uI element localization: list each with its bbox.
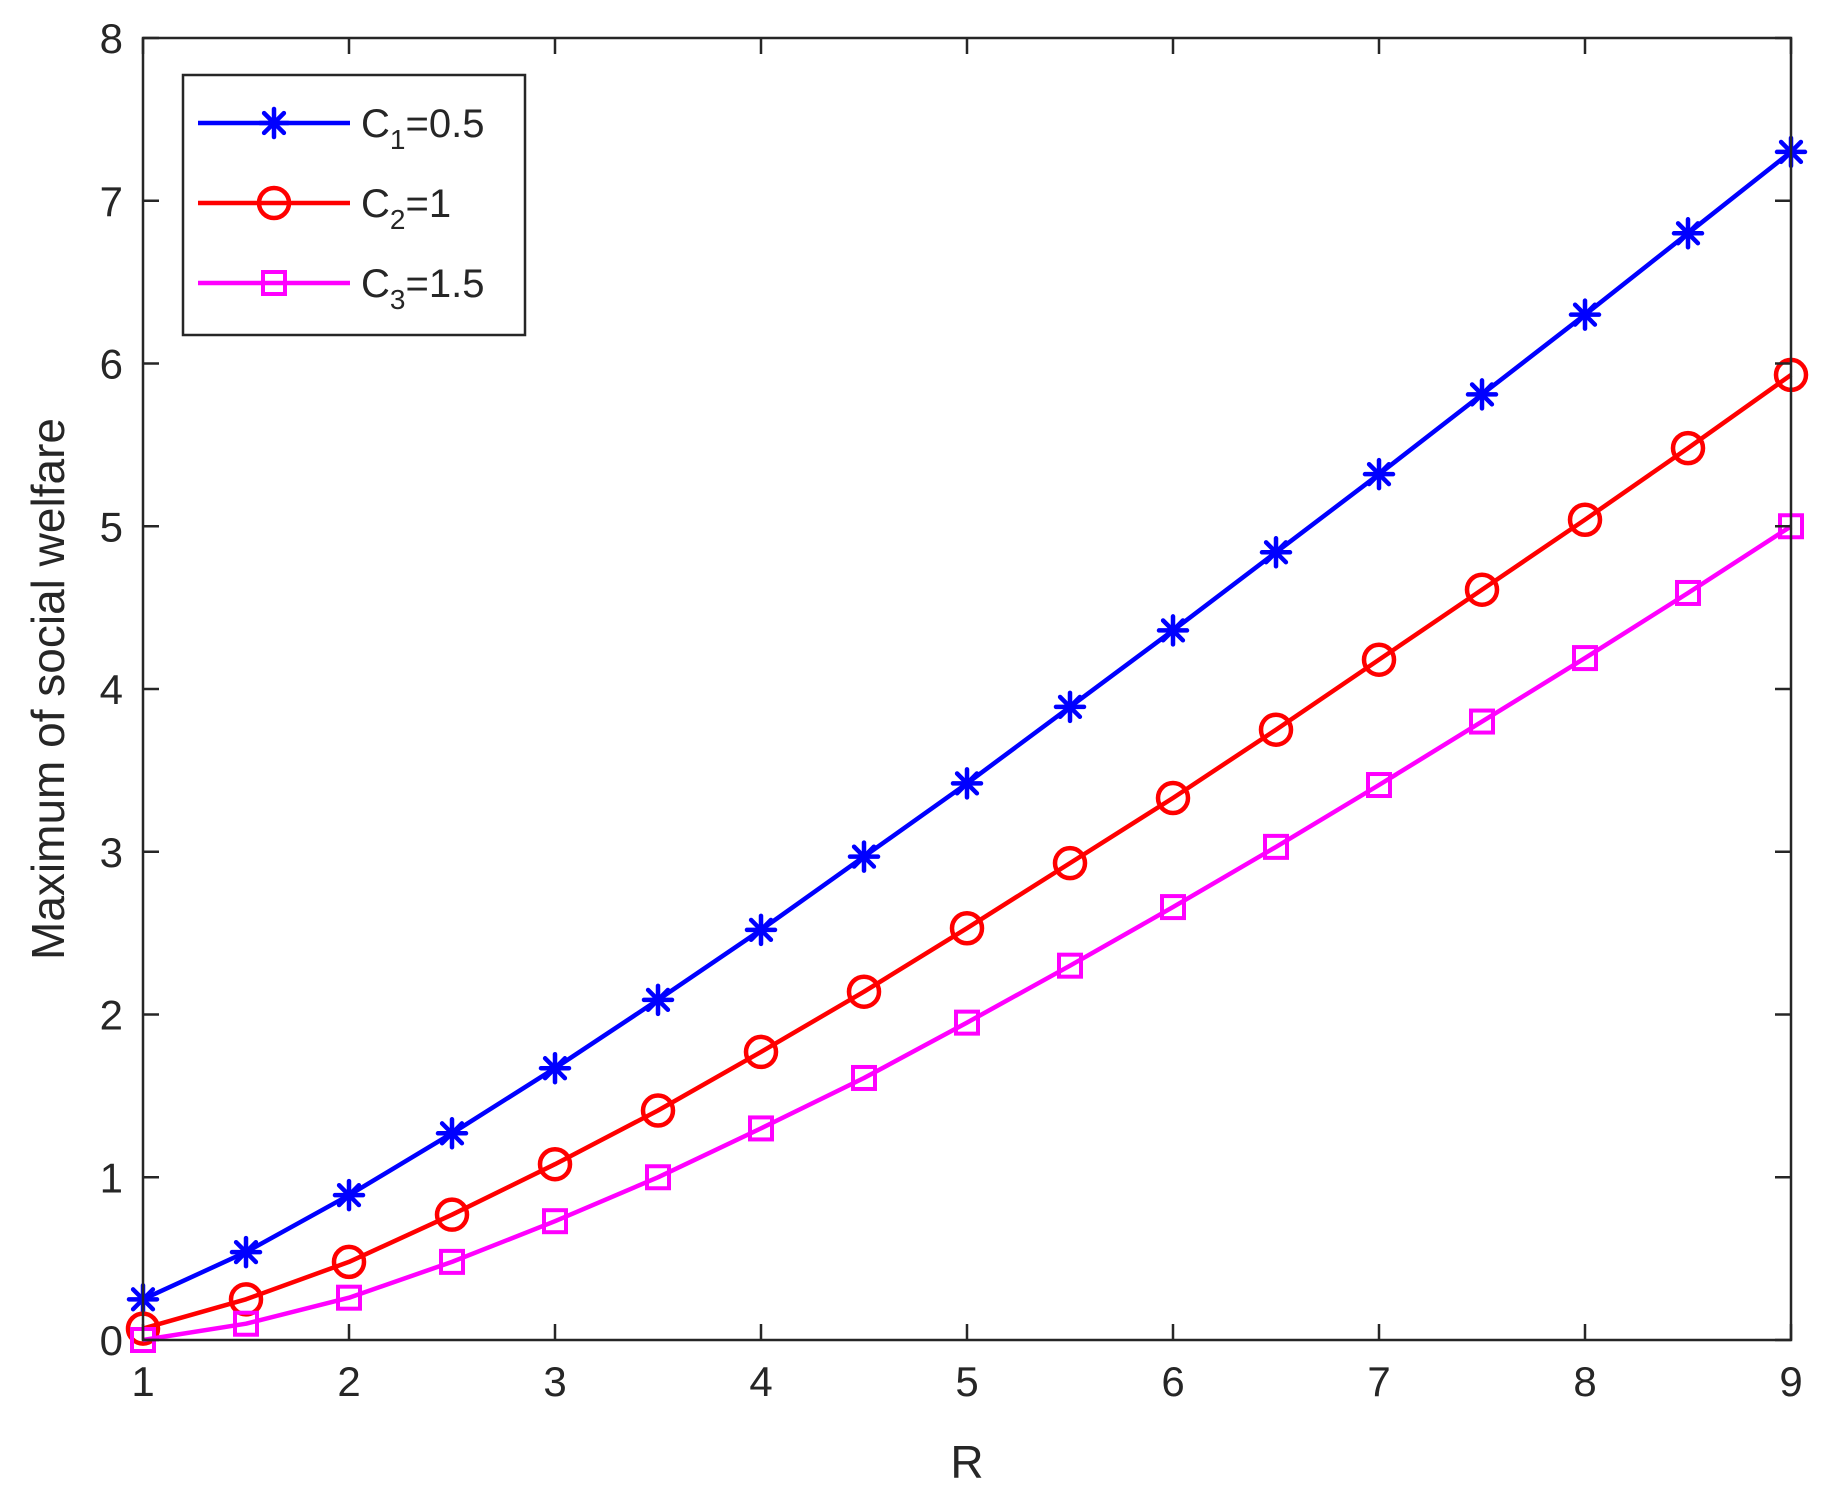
data-point-series-1 <box>1053 690 1087 724</box>
data-point-series-3 <box>1263 833 1289 860</box>
data-point-series-3 <box>1469 708 1495 735</box>
data-point-series-3 <box>954 1009 980 1036</box>
y-axis-title: Maximum of social welfare <box>22 418 74 960</box>
x-tick-label: 7 <box>1367 1358 1390 1405</box>
data-point-series-1 <box>1671 217 1705 250</box>
data-point-series-2 <box>1567 502 1603 537</box>
y-tick-label: 4 <box>100 666 123 713</box>
data-point-series-2 <box>846 974 882 1009</box>
legend-label-1: C1=0.5 <box>361 102 484 155</box>
y-tick-label: 0 <box>100 1317 123 1364</box>
data-point-series-2 <box>1464 572 1500 607</box>
x-tick-label: 2 <box>337 1358 360 1405</box>
x-tick-label: 4 <box>749 1358 772 1405</box>
data-point-series-1 <box>847 840 881 873</box>
x-tick-label: 8 <box>1573 1358 1596 1405</box>
data-point-series-2 <box>434 1197 470 1232</box>
series-line-2 <box>142 373 1793 1331</box>
legend-label-2: C2=1 <box>361 182 451 235</box>
data-point-series-1 <box>641 983 675 1017</box>
x-tick-label: 9 <box>1779 1358 1802 1405</box>
data-point-series-3 <box>439 1248 465 1275</box>
y-tick-label: 3 <box>100 829 123 876</box>
data-point-series-2 <box>743 1034 779 1070</box>
data-point-series-2 <box>1052 845 1088 881</box>
data-point-series-1 <box>950 767 984 800</box>
data-point-series-3 <box>1160 894 1186 921</box>
x-tick-label: 5 <box>955 1358 978 1405</box>
data-point-series-1 <box>1465 378 1499 411</box>
y-tick-label: 1 <box>100 1154 123 1201</box>
x-tick-label: 3 <box>543 1358 566 1405</box>
data-point-series-3 <box>1572 645 1598 672</box>
data-point-series-3 <box>1057 952 1083 979</box>
data-point-series-2 <box>1258 712 1294 747</box>
series-line-3 <box>142 524 1793 1343</box>
data-point-series-3 <box>1675 579 1701 606</box>
y-tick-label: 2 <box>100 992 123 1039</box>
data-point-series-1 <box>1362 457 1396 491</box>
data-point-series-3 <box>336 1284 362 1311</box>
data-point-series-1 <box>744 913 778 947</box>
x-tick-label: 6 <box>1161 1358 1184 1405</box>
x-axis-title: R <box>950 1436 983 1488</box>
data-point-series-1 <box>1259 536 1293 569</box>
data-point-series-3 <box>233 1310 259 1337</box>
data-point-series-1 <box>435 1117 469 1150</box>
data-point-series-2 <box>1155 780 1191 816</box>
legend-marker-1 <box>257 106 291 140</box>
data-point-series-1 <box>1156 614 1190 647</box>
data-point-series-2 <box>537 1146 573 1182</box>
data-point-series-1 <box>1568 298 1602 331</box>
data-point-series-1 <box>229 1235 263 1269</box>
data-point-series-3 <box>542 1208 568 1235</box>
data-point-series-2 <box>949 910 985 946</box>
data-point-series-3 <box>851 1064 877 1091</box>
data-point-series-3 <box>1366 772 1392 799</box>
y-tick-label: 5 <box>100 503 123 550</box>
data-point-series-2 <box>331 1244 367 1280</box>
data-point-series-2 <box>1361 642 1397 677</box>
data-point-series-1 <box>332 1178 366 1212</box>
legend: C1=0.5 C2=1 C3=1.5 <box>181 73 527 337</box>
legend-marker-2 <box>256 185 292 221</box>
legend-marker-3 <box>261 270 287 296</box>
data-point-series-2 <box>640 1093 676 1128</box>
x-tick-label: 1 <box>131 1358 154 1405</box>
data-point-series-3 <box>748 1115 774 1142</box>
y-tick-label: 7 <box>100 178 123 225</box>
data-point-series-2 <box>1670 430 1706 466</box>
legend-label-3: C3=1.5 <box>361 262 484 315</box>
plot-marks <box>125 135 1809 1353</box>
y-tick-label: 6 <box>100 341 123 388</box>
data-point-series-1 <box>538 1051 572 1085</box>
y-tick-label: 8 <box>100 15 123 62</box>
data-point-series-3 <box>645 1164 671 1191</box>
